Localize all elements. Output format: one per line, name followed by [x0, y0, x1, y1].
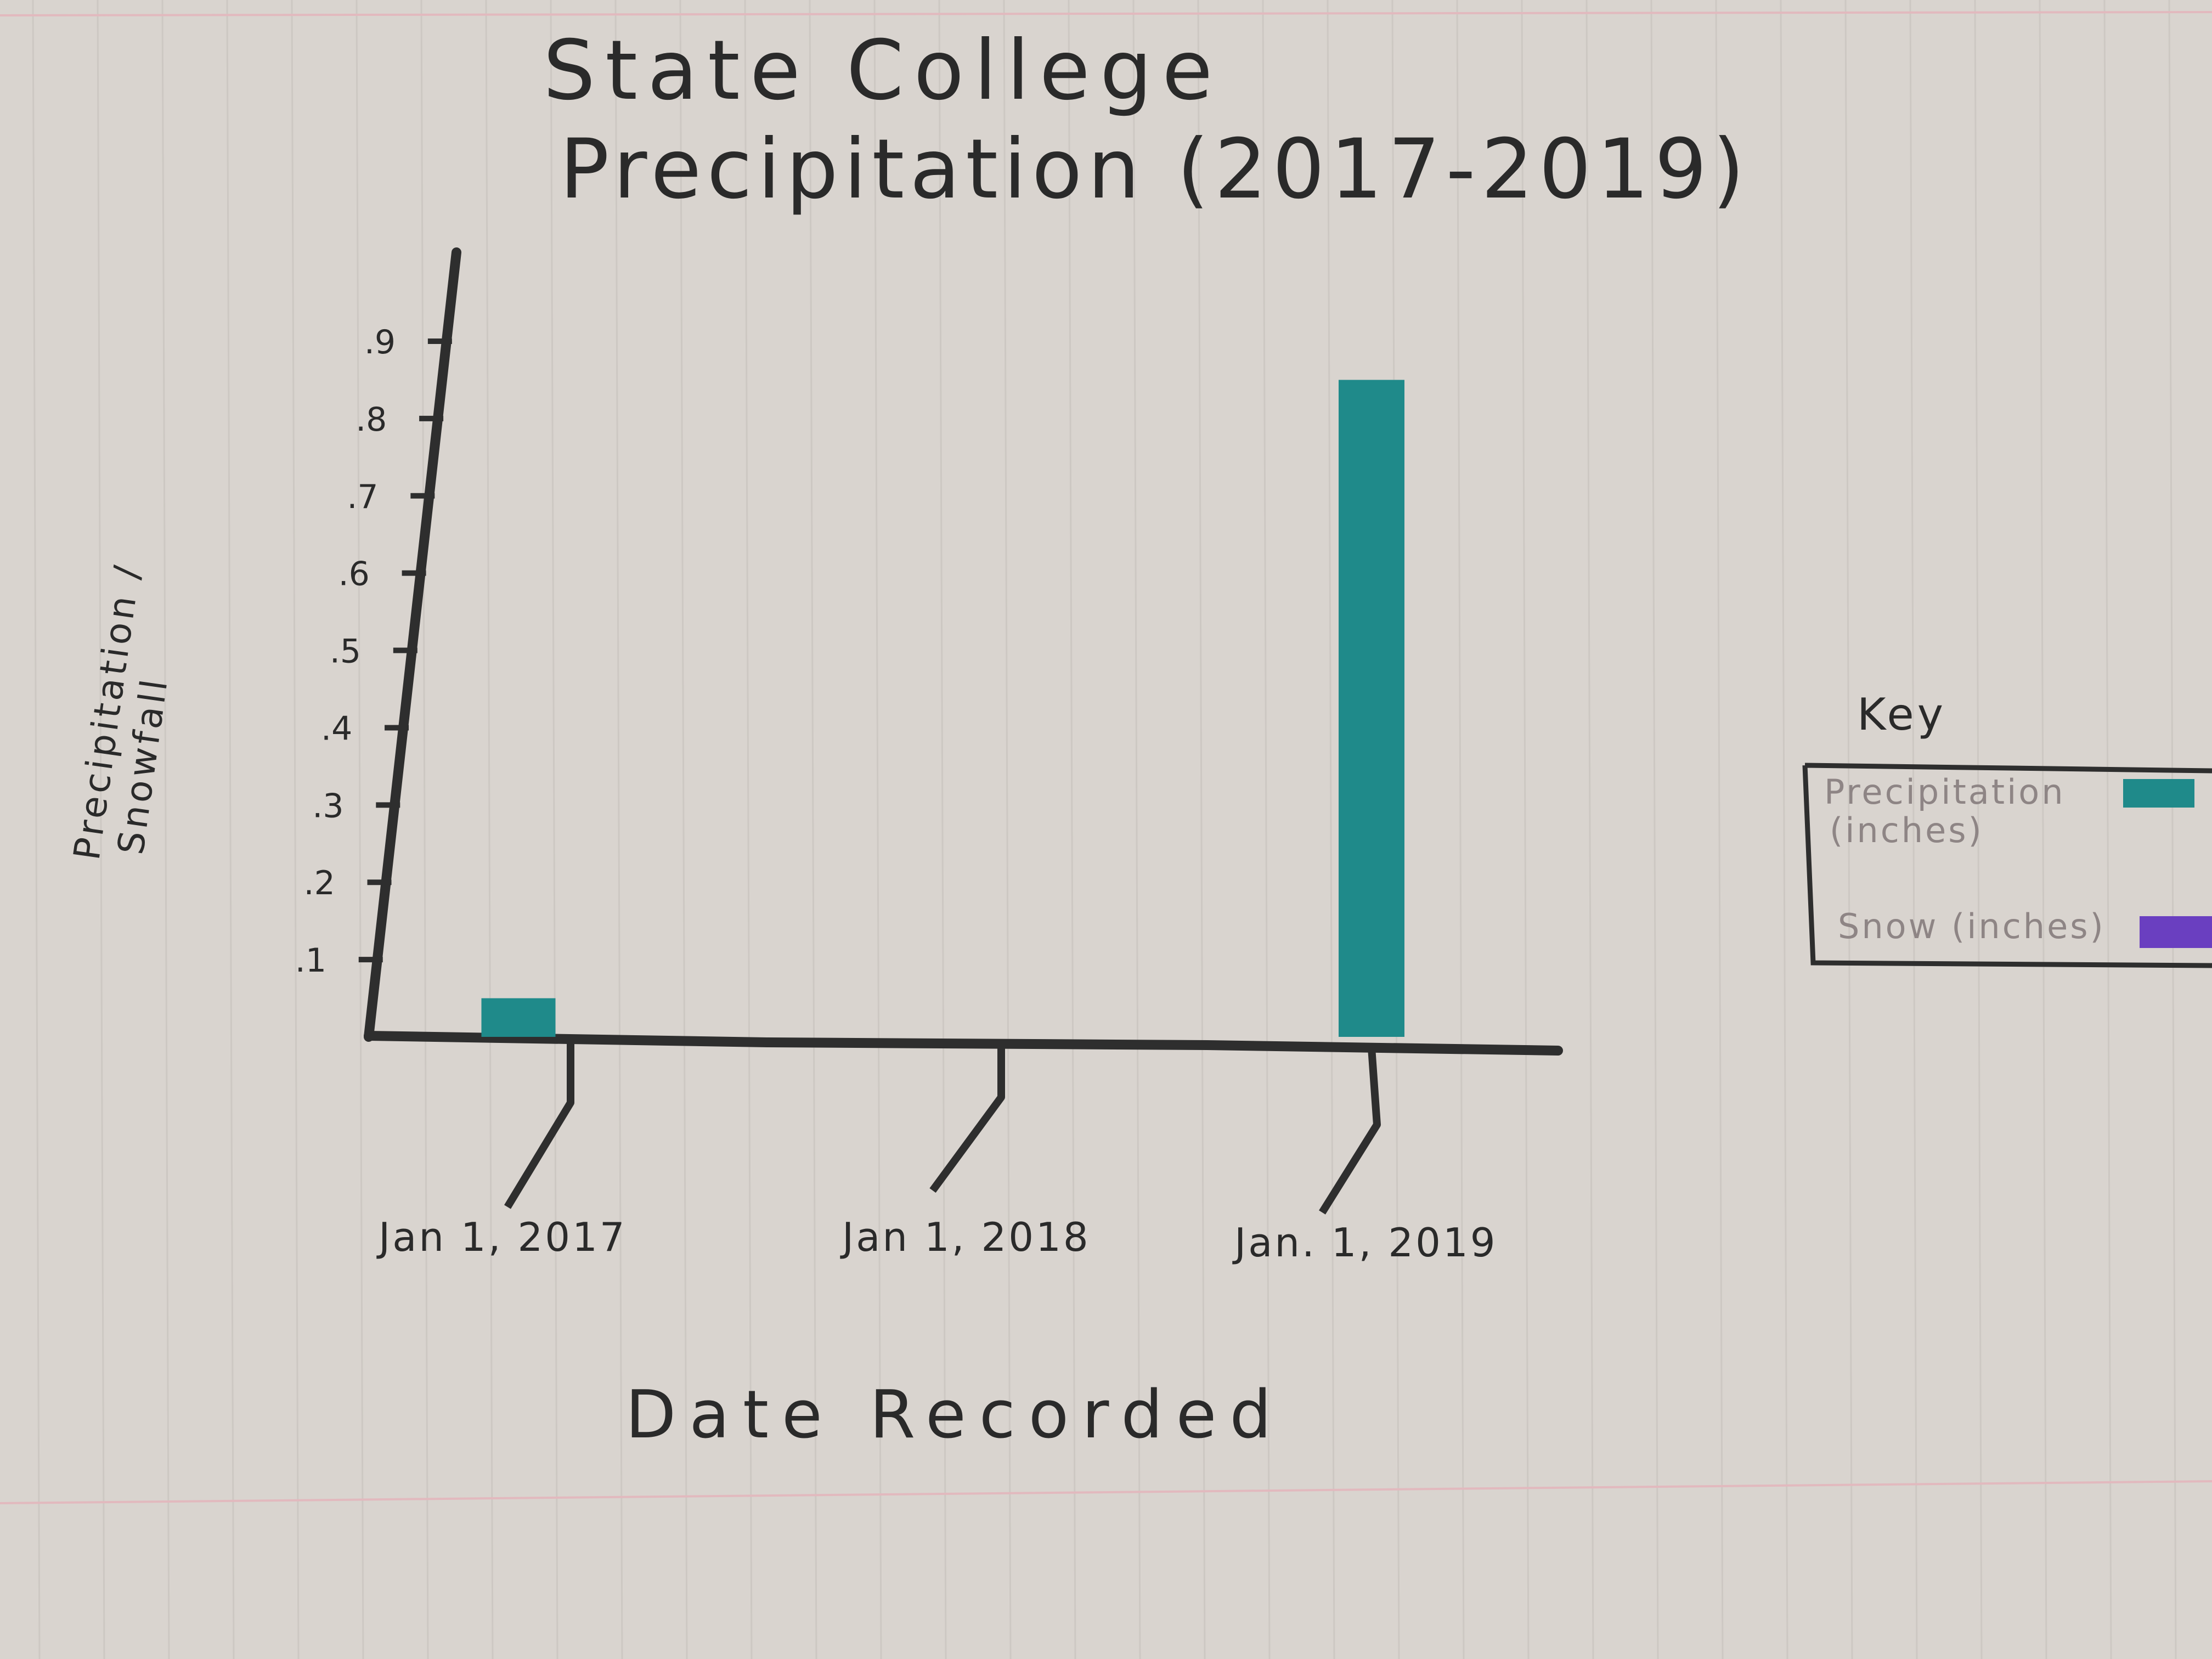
y-tick-label: .6 [338, 555, 370, 594]
paper-rule-line [291, 0, 300, 1659]
legend-swatch-snow [2140, 916, 2212, 948]
x-tick-leader [929, 1045, 1005, 1193]
y-axis-line [364, 247, 461, 1042]
bars-group [481, 380, 1404, 1037]
y-axis-label: Precipitation / Snowfall [66, 560, 177, 862]
paper-rule-line [356, 0, 364, 1659]
y-tick-label: .7 [347, 478, 378, 516]
paper-rule-line [97, 0, 105, 1659]
paper-rule-line [161, 0, 170, 1659]
paper-rule-line [1456, 0, 1465, 1659]
paper-rule-line [2168, 0, 2177, 1659]
paper-rule-line [2039, 0, 2047, 1659]
paper-margin-line [0, 11, 2212, 16]
paper-rule-line [679, 0, 688, 1659]
y-tick-label: .1 [295, 941, 326, 980]
paper-rule-line [485, 0, 494, 1659]
paper-rule-line [1844, 0, 1853, 1659]
paper-rule-line [1715, 0, 1724, 1659]
paper-rule-line [1197, 0, 1206, 1659]
paper-rule-line [1974, 0, 1983, 1659]
chart-title-line2: Precipitation (2017-2019) [560, 122, 1750, 217]
x-axis-ticks: Jan 1, 2017 Jan 1, 2018 Jan. 1, 2019 [376, 1042, 1498, 1266]
legend-swatch-precipitation [2123, 779, 2194, 808]
y-tick-label: .8 [356, 400, 387, 439]
paper-margin-line [0, 1480, 2212, 1504]
x-tick-leader [504, 1042, 574, 1209]
legend-item-snow-label: Snow (inches) [1838, 906, 2106, 946]
paper-rule-line [1262, 0, 1271, 1659]
x-tick-leader [1319, 1047, 1381, 1215]
legend: Key Precipitation (inches) Snow (inches) [1802, 689, 2212, 968]
y-tick-label: .5 [330, 633, 361, 671]
paper-rule-line [550, 0, 558, 1659]
paper-rule-line [938, 0, 947, 1659]
paper-rule-line [420, 0, 429, 1659]
bar [1339, 380, 1404, 1037]
paper-rule-line [1521, 0, 1530, 1659]
bar [481, 998, 556, 1037]
y-tick-label: .9 [364, 323, 396, 362]
x-axis-label: Date Recorded [625, 1377, 1285, 1453]
paper-rule-line [1780, 0, 1788, 1659]
paper-rule-line [2103, 0, 2112, 1659]
paper-rule-line [1650, 0, 1659, 1659]
paper-rule-line [1132, 0, 1141, 1659]
legend-box [1802, 763, 2212, 968]
paper-rule-line [1585, 0, 1594, 1659]
y-tick-label: .4 [321, 709, 352, 748]
x-tick-label: Jan. 1, 2019 [1232, 1220, 1498, 1266]
paper-rule-line [226, 0, 235, 1659]
paper-rule-line [744, 0, 753, 1659]
paper-rule-line [873, 0, 882, 1659]
chart-title-line1: State College [543, 23, 1222, 119]
paper-rule-line [1327, 0, 1335, 1659]
x-tick-label: Jan 1, 2017 [376, 1214, 627, 1260]
paper-rule-line [1003, 0, 1012, 1659]
paper-rule-line [32, 0, 41, 1659]
x-tick-label: Jan 1, 2018 [840, 1214, 1091, 1260]
y-axis-ticks: .1 .2 .3 .4 .5 .6 .7 .8 .9 [295, 323, 452, 980]
paper-rule-line [1909, 0, 1918, 1659]
legend-item-precip-label-line2: (inches) [1830, 810, 1984, 850]
x-axis-line [364, 1031, 1563, 1056]
legend-title: Key [1857, 689, 1946, 740]
paper-rule-line [1068, 0, 1076, 1659]
paper-rule-line [614, 0, 623, 1659]
paper-rule-line [809, 0, 817, 1659]
legend-item-precip-label-line1: Precipitation [1824, 772, 2066, 812]
y-tick-label: .3 [312, 787, 343, 825]
y-tick-label: .2 [304, 864, 335, 902]
